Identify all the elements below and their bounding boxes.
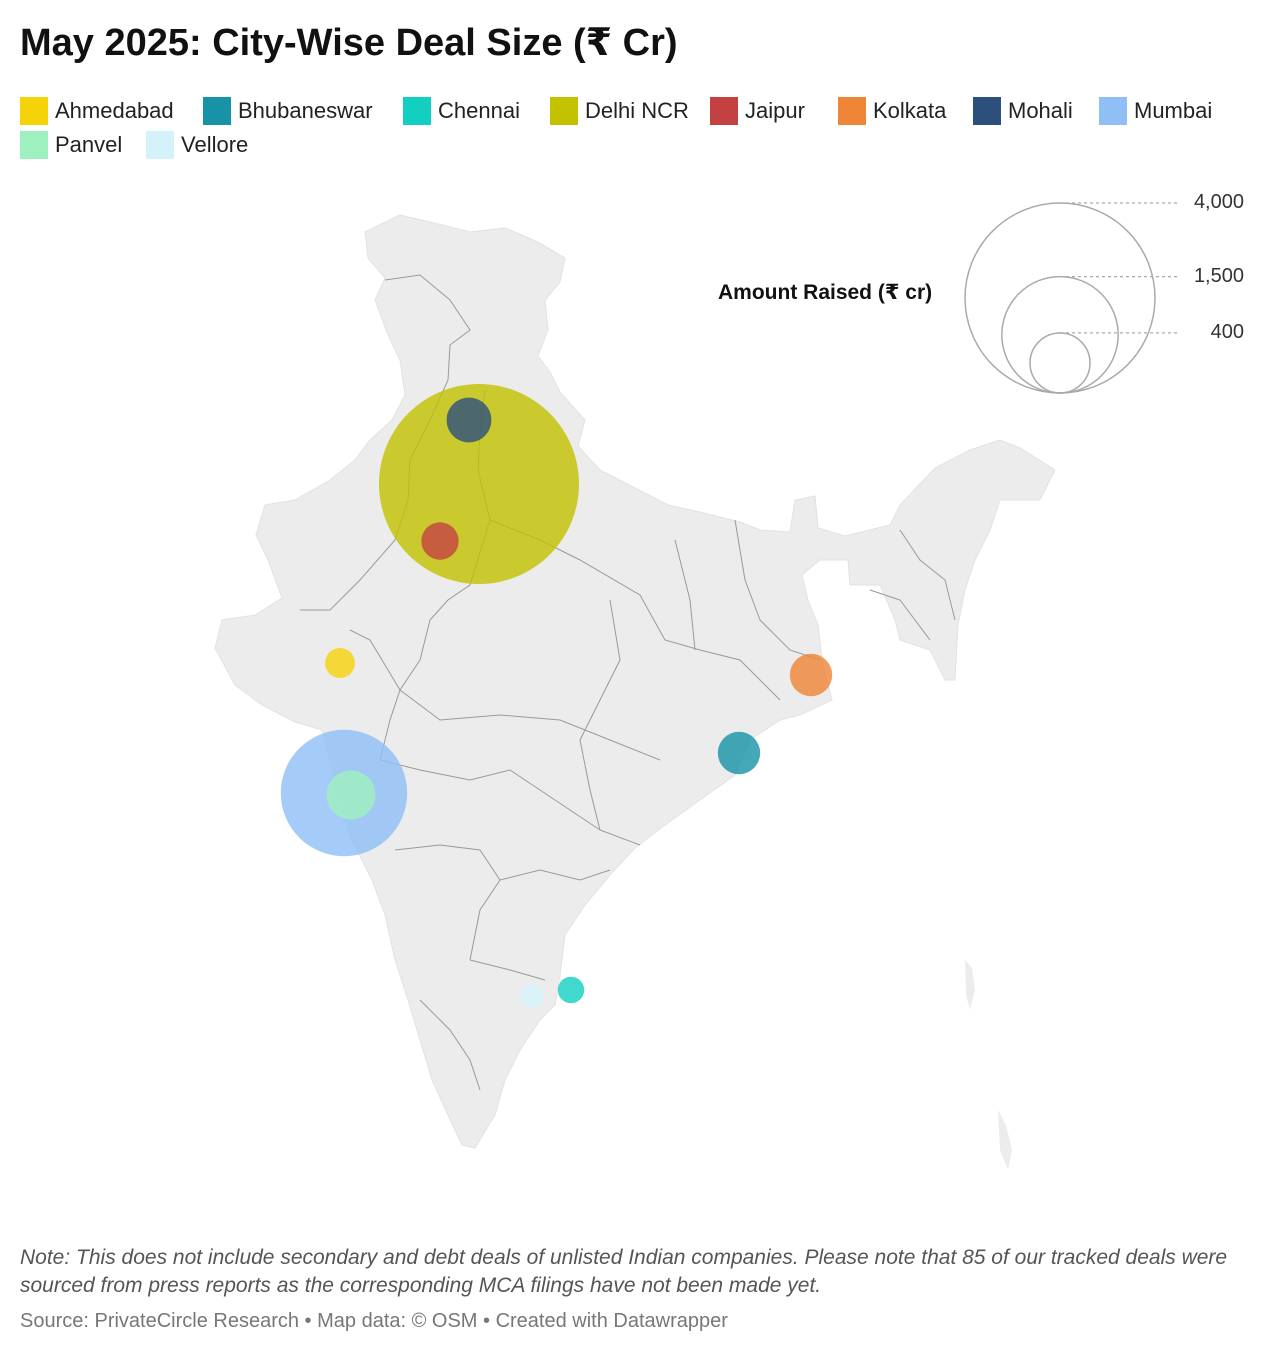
city-bubbles (280, 384, 833, 1008)
legend-swatch-kolkata (838, 97, 866, 125)
legend-swatch-bhubaneswar (203, 97, 231, 125)
legend-swatch-ahmedabad (20, 97, 48, 125)
legend-swatch-panvel (20, 131, 48, 159)
legend-item-ahmedabad[interactable]: Ahmedabad (20, 97, 203, 125)
legend-item-mumbai[interactable]: Mumbai (1099, 97, 1229, 125)
size-legend-label-4000: 4,000 (1193, 191, 1244, 213)
legend-item-panvel[interactable]: Panvel (20, 131, 146, 159)
bubble-bhubaneswar[interactable] (717, 731, 761, 775)
bubble-panvel[interactable] (326, 770, 376, 820)
bubble-jaipur[interactable] (421, 522, 459, 560)
legend-item-chennai[interactable]: Chennai (403, 97, 550, 125)
legend-label: Ahmedabad (55, 98, 174, 123)
india-map (214, 202, 1178, 1170)
chart-title: May 2025: City-Wise Deal Size (₹ Cr) (20, 22, 678, 64)
size-legend-circle-1500 (1001, 275, 1119, 394)
size-legend-circle-4000 (964, 202, 1156, 394)
legend-item-kolkata[interactable]: Kolkata (838, 97, 973, 125)
legend-item-bhubaneswar[interactable]: Bhubaneswar (203, 97, 403, 125)
bubble-mohali[interactable] (446, 397, 492, 443)
legend-label: Mohali (1008, 98, 1073, 123)
legend-swatch-chennai (403, 97, 431, 125)
legend-swatch-vellore (146, 131, 174, 159)
bubble-vellore[interactable] (520, 984, 544, 1008)
legend-label: Chennai (438, 98, 520, 123)
legend-swatch-mohali (973, 97, 1001, 125)
size-legend-circle-400 (1029, 332, 1091, 394)
bubble-chennai[interactable] (557, 976, 585, 1004)
nicobar-islands (998, 1110, 1012, 1170)
bubble-kolkata[interactable] (789, 653, 833, 697)
legend-label: Panvel (55, 132, 123, 157)
bubble-ahmedabad[interactable] (325, 648, 355, 678)
legend-item-jaipur[interactable]: Jaipur (710, 97, 838, 125)
legend-item-mohali[interactable]: Mohali (973, 97, 1099, 125)
india-outline (214, 214, 1056, 1149)
legend-label: Delhi NCR (585, 98, 689, 123)
color-legend: Ahmedabad Bhubaneswar Chennai Delhi NCR … (20, 94, 1250, 162)
legend-row-2: Panvel Vellore (20, 128, 1250, 162)
legend-label: Bhubaneswar (238, 98, 373, 123)
legend-label: Vellore (181, 132, 249, 157)
legend-label: Kolkata (873, 98, 947, 123)
legend-swatch-mumbai (1099, 97, 1127, 125)
size-legend-title: Amount Raised (₹ cr) (718, 281, 933, 304)
size-legend-circles (964, 202, 1178, 394)
source-line: Source: PrivateCircle Research • Map dat… (20, 1310, 728, 1332)
legend-swatch-jaipur (710, 97, 738, 125)
legend-item-delhi-ncr[interactable]: Delhi NCR (550, 97, 710, 125)
size-legend-label-1500: 1,500 (1193, 265, 1244, 287)
legend-item-vellore[interactable]: Vellore (146, 131, 286, 159)
size-legend-label-400: 400 (1210, 321, 1244, 343)
legend-label: Jaipur (745, 98, 805, 123)
legend-swatch-delhi-ncr (550, 97, 578, 125)
legend-label: Mumbai (1134, 98, 1213, 123)
footnote: Note: This does not include secondary an… (20, 1246, 1228, 1297)
andaman-islands (965, 960, 975, 1010)
legend-row-1: Ahmedabad Bhubaneswar Chennai Delhi NCR … (20, 94, 1250, 128)
